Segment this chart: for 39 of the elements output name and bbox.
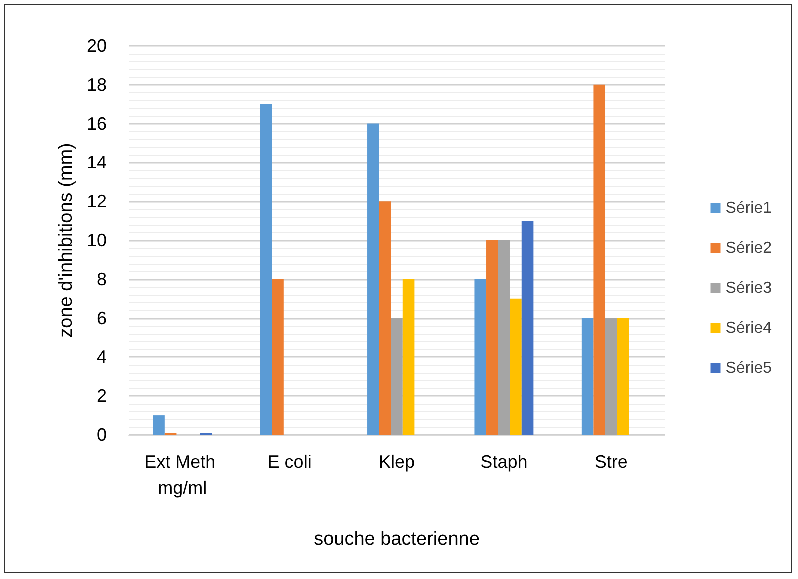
bar xyxy=(498,240,510,435)
x-tick-label: E coli xyxy=(268,452,312,472)
legend-label: Série4 xyxy=(726,320,772,337)
y-axis-title: zone d'inhibitions (mm) xyxy=(56,143,78,338)
bar xyxy=(486,240,498,435)
y-tick-label: 18 xyxy=(86,74,107,95)
y-tick-label: 20 xyxy=(86,36,107,56)
x-axis-title: souche bacterienne xyxy=(314,529,480,550)
bar xyxy=(474,279,487,435)
legend-label: Série2 xyxy=(726,240,772,257)
bar xyxy=(594,84,606,435)
bar xyxy=(510,298,522,435)
y-tick-label: 2 xyxy=(96,386,107,406)
y-tick-label: 6 xyxy=(96,308,107,328)
legend-label: Série3 xyxy=(726,280,772,297)
bar xyxy=(368,124,380,435)
x-tick-label: Klep xyxy=(378,452,416,472)
y-tick-label: 10 xyxy=(86,230,107,250)
legend-label: Série1 xyxy=(726,200,772,217)
bar xyxy=(272,279,284,435)
y-tick-label: 12 xyxy=(86,192,107,212)
legend-label: Série5 xyxy=(726,360,772,377)
bar xyxy=(379,202,392,435)
bar xyxy=(582,318,594,435)
bar xyxy=(260,104,272,435)
x-tick-label: Stre xyxy=(594,452,628,472)
y-tick-label: 4 xyxy=(96,347,107,368)
y-tick-label: 0 xyxy=(96,425,107,445)
bar xyxy=(617,318,630,435)
bar xyxy=(522,221,534,435)
bar xyxy=(153,416,165,435)
bar xyxy=(402,279,415,435)
bar xyxy=(391,318,403,435)
bar xyxy=(606,318,618,435)
y-tick-label: 16 xyxy=(86,114,107,134)
y-tick-label: 8 xyxy=(96,269,107,290)
x-tick-label: Ext Meth mg/ml xyxy=(144,452,221,498)
x-tick-label: Staph xyxy=(480,452,528,472)
y-tick-label: 14 xyxy=(86,152,107,173)
